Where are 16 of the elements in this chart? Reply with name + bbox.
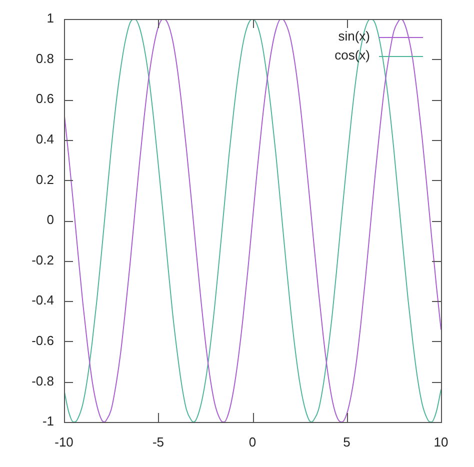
x-tick-label: 5	[343, 434, 350, 450]
x-tick-label: 10	[434, 434, 448, 450]
y-tick-label: -0.2	[32, 252, 54, 268]
y-tick-label: 0.6	[36, 91, 54, 106]
y-tick-label: -1	[42, 414, 54, 429]
y-tick-label: 1	[46, 10, 54, 26]
x-tick-label: -5	[152, 434, 164, 450]
y-tick-label: -0.4	[32, 292, 54, 308]
y-tick-label: 0	[46, 212, 54, 228]
y-tick-label: 0.8	[36, 50, 54, 66]
y-tick-label: 0.4	[36, 131, 54, 146]
y-tick-label: -0.8	[32, 373, 54, 388]
x-tick-label: -10	[54, 434, 74, 450]
y-tick-label: 0.2	[36, 172, 54, 187]
y-tick-label: -0.6	[32, 332, 54, 348]
x-tick-label: 0	[248, 434, 256, 450]
